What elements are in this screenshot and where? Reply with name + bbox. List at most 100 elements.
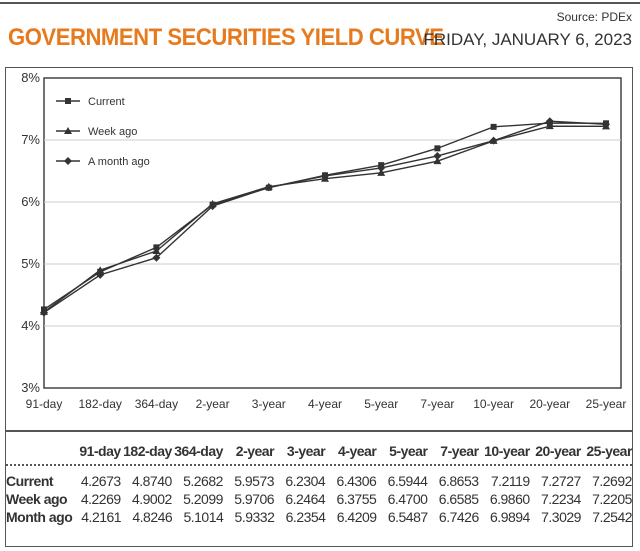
x-tick-label: 20-year xyxy=(529,397,570,411)
data-point xyxy=(489,136,498,145)
series-line xyxy=(43,122,607,311)
data-point xyxy=(377,168,386,176)
yield-table: 91-day 182-day 364-day 2-year 3-year 4-year 5-… xyxy=(6,438,633,526)
table-cell: 5.9332 xyxy=(234,509,275,525)
x-tick-label: 4-year xyxy=(308,397,342,411)
table-cell: 6.2304 xyxy=(285,473,326,489)
series-current xyxy=(41,120,609,313)
data-point xyxy=(264,183,273,192)
y-tick-label: 7% xyxy=(21,132,40,147)
legend-item: A month ago xyxy=(56,156,150,168)
column-header: 4-year xyxy=(338,443,377,459)
table-cell: 5.9573 xyxy=(234,473,275,489)
table-cell: 6.4700 xyxy=(387,491,428,507)
y-tick-label: 6% xyxy=(21,194,40,209)
data-point xyxy=(490,123,497,130)
date-label: FRIDAY, JANUARY 6, 2023 xyxy=(423,30,632,49)
data-point xyxy=(545,122,554,130)
column-header: 3-year xyxy=(286,443,326,459)
data-point xyxy=(602,120,610,129)
table-cell: 6.5487 xyxy=(387,509,428,525)
table-cell: 7.2234 xyxy=(540,491,581,507)
data-point xyxy=(208,202,217,211)
legend-marker xyxy=(64,127,72,134)
table-cell: 6.4306 xyxy=(336,473,377,489)
legend-item: Current xyxy=(56,96,125,108)
table-cell: 7.2542 xyxy=(592,509,633,525)
line-chart: 3% 4% 5% 6% 7% 8% 91-day 182-day 364-day 2-year 3-… xyxy=(21,70,626,411)
table-cell: 7.2119 xyxy=(490,473,530,489)
legend-marker xyxy=(64,157,72,165)
y-tick-label: 3% xyxy=(21,380,40,395)
legend-item: Week ago xyxy=(56,126,137,138)
table-cell: 7.2692 xyxy=(592,473,632,489)
top-rule xyxy=(0,2,640,4)
table-cell: 4.8740 xyxy=(131,473,172,489)
legend-label: Current xyxy=(88,96,125,108)
row-label: Month ago xyxy=(6,509,73,525)
x-tick-label: 91-day xyxy=(26,397,63,411)
row-label: Current xyxy=(6,473,54,489)
table-cell: 5.9706 xyxy=(234,491,275,507)
table-row: Current 4.2673 4.8740 5.2682 5.9573 6.2304 6.4… xyxy=(6,472,632,490)
table-cell: 6.6585 xyxy=(438,491,479,507)
table-cell: 6.4209 xyxy=(336,509,377,525)
table-cell: 7.3029 xyxy=(541,509,581,525)
data-point xyxy=(433,157,442,165)
x-tick-label: 182-day xyxy=(79,397,122,411)
table-cell: 4.2673 xyxy=(80,473,121,489)
table-cell: 6.5944 xyxy=(387,473,428,489)
legend-marker xyxy=(65,98,71,104)
chart-frame xyxy=(5,67,633,547)
table-cell: 5.2099 xyxy=(183,491,223,507)
column-header: 20-year xyxy=(535,443,581,459)
x-tick-label: 10-year xyxy=(473,397,514,411)
table-row: Month ago 4.2161 4.8246 5.1014 5.9332 6.2354 6… xyxy=(6,508,633,526)
table-cell: 6.2464 xyxy=(285,491,326,507)
x-tick-label: 3-year xyxy=(252,397,286,411)
dotted-rule xyxy=(6,464,632,466)
column-header: 10-year xyxy=(484,443,530,459)
x-tick-label: 364-day xyxy=(135,397,178,411)
column-header: 7-year xyxy=(440,443,479,459)
table-cell: 4.8246 xyxy=(132,509,173,525)
data-point xyxy=(152,253,161,262)
table-cell: 4.2161 xyxy=(81,509,122,525)
table-cell: 6.9860 xyxy=(489,491,530,507)
data-point xyxy=(152,246,161,254)
series-a-month-ago xyxy=(40,117,610,317)
column-header: 364-day xyxy=(174,443,223,459)
table-cell: 5.2682 xyxy=(183,473,223,489)
data-point xyxy=(40,308,48,317)
column-header: 25-year xyxy=(586,443,632,459)
data-point xyxy=(545,117,554,126)
x-tick-label: 2-year xyxy=(196,397,230,411)
data-point xyxy=(434,145,441,152)
table-cell: 4.2269 xyxy=(80,491,121,507)
legend-label: Week ago xyxy=(88,126,137,138)
data-point xyxy=(433,151,442,160)
chart-title: GOVERNMENT SECURITIES YIELD CURVE xyxy=(8,24,444,51)
source-note: Source: PDEx xyxy=(556,10,632,24)
y-tick-label: 5% xyxy=(21,256,40,271)
x-tick-label: 5-year xyxy=(364,397,398,411)
column-header: 5-year xyxy=(389,443,428,459)
table-cell: 5.1014 xyxy=(183,509,224,525)
table-cell: 6.9894 xyxy=(490,509,530,525)
series-line xyxy=(43,120,607,314)
table-cell: 6.7426 xyxy=(438,509,479,525)
y-tick-label: 8% xyxy=(21,70,40,85)
table-divider xyxy=(5,430,633,432)
data-point xyxy=(96,266,105,274)
table-header-row: 91-day 182-day 364-day 2-year 3-year 4-year 5-… xyxy=(6,438,632,464)
y-tick-label: 4% xyxy=(21,318,40,333)
x-tick-label: 7-year xyxy=(420,397,454,411)
table-cell: 6.2354 xyxy=(285,509,326,525)
data-point xyxy=(96,270,105,279)
column-header: 2-year xyxy=(235,443,275,459)
table-cell: 4.9002 xyxy=(131,491,172,507)
data-point xyxy=(377,163,386,172)
legend-label: A month ago xyxy=(88,156,150,168)
row-label: Week ago xyxy=(6,491,68,507)
